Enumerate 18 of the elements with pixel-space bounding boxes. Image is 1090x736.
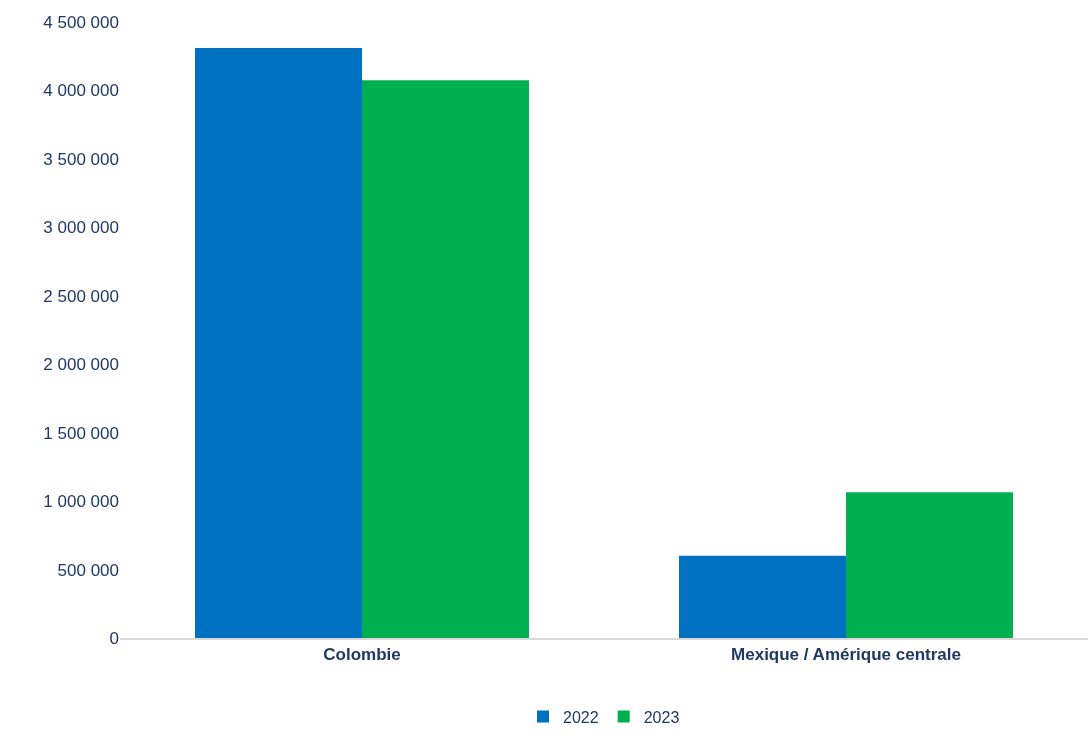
x-tick-label: Mexique / Amérique centrale bbox=[731, 645, 961, 665]
y-tick-label: 1 500 000 bbox=[43, 423, 119, 443]
y-tick-label: 3 500 000 bbox=[43, 149, 119, 169]
y-tick-label: 4 000 000 bbox=[43, 81, 119, 101]
y-tick-label: 1 000 000 bbox=[43, 492, 119, 512]
legend-label: 2023 bbox=[643, 708, 680, 726]
y-tick-label: 2 000 000 bbox=[43, 355, 119, 375]
bar bbox=[195, 48, 362, 638]
y-tick-label: 500 000 bbox=[57, 560, 119, 580]
y-tick-label: 4 500 000 bbox=[43, 12, 119, 32]
y-tick-label: 0 bbox=[109, 628, 119, 648]
bar bbox=[362, 80, 529, 638]
y-tick-label: 2 500 000 bbox=[43, 286, 119, 306]
legend-label: 2022 bbox=[563, 708, 599, 726]
y-tick-label: 3 000 000 bbox=[43, 218, 119, 238]
bar bbox=[846, 492, 1013, 638]
bar bbox=[679, 555, 846, 638]
x-tick-label: Colombie bbox=[323, 645, 401, 665]
